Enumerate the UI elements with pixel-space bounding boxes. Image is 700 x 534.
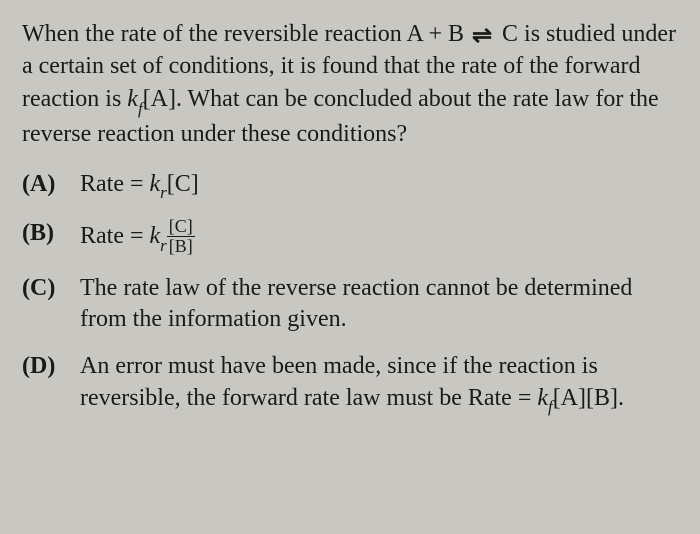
choice-d-suffix: [A][B]. bbox=[553, 385, 624, 411]
choice-b-k: k bbox=[150, 223, 161, 249]
choice-a-prefix: Rate = bbox=[80, 171, 150, 197]
choice-b[interactable]: (B) Rate = kr[C][B] bbox=[22, 218, 678, 257]
choice-list: (A) Rate = kr[C] (B) Rate = kr[C][B] (C)… bbox=[22, 169, 678, 417]
equilibrium-arrow-icon bbox=[472, 26, 494, 44]
kf-k: k bbox=[127, 86, 138, 112]
choice-b-den: [B] bbox=[167, 237, 195, 256]
choice-d-k: k bbox=[537, 385, 548, 411]
choice-a-suffix: [C] bbox=[167, 171, 199, 197]
choice-a-body: Rate = kr[C] bbox=[80, 169, 678, 203]
choice-b-num: [C] bbox=[167, 217, 195, 237]
choice-d[interactable]: (D) An error must have been made, since … bbox=[22, 351, 678, 416]
choice-c[interactable]: (C) The rate law of the reverse reaction… bbox=[22, 273, 678, 335]
choice-a-k: k bbox=[150, 171, 161, 197]
choice-c-body: The rate law of the reverse reaction can… bbox=[80, 273, 678, 335]
kf-sub: f bbox=[138, 99, 143, 118]
choice-d-text-pre: An error must have been made, since if t… bbox=[80, 353, 598, 410]
choice-d-label: (D) bbox=[22, 351, 66, 382]
kf-suffix: [A] bbox=[143, 86, 176, 112]
choice-a-label: (A) bbox=[22, 169, 66, 200]
choice-c-label: (C) bbox=[22, 273, 66, 304]
choice-b-fraction: [C][B] bbox=[167, 217, 195, 256]
choice-d-body: An error must have been made, since if t… bbox=[80, 351, 678, 416]
choice-b-label: (B) bbox=[22, 218, 66, 249]
choice-b-body: Rate = kr[C][B] bbox=[80, 218, 678, 257]
question-stem: When the rate of the reversible reaction… bbox=[22, 18, 678, 151]
question-text-pre: When the rate of the reversible reaction… bbox=[22, 21, 470, 47]
choice-a[interactable]: (A) Rate = kr[C] bbox=[22, 169, 678, 203]
choice-b-prefix: Rate = bbox=[80, 223, 150, 249]
choice-a-ksub: r bbox=[160, 183, 167, 202]
choice-d-ksub: f bbox=[548, 397, 553, 416]
